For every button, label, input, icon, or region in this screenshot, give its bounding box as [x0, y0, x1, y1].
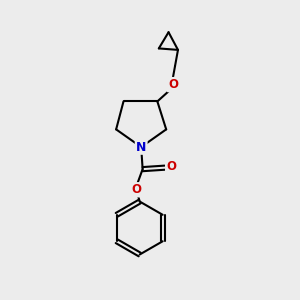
Text: O: O: [132, 183, 142, 196]
Text: O: O: [168, 78, 178, 91]
Text: N: N: [136, 141, 146, 154]
Text: O: O: [166, 160, 176, 173]
